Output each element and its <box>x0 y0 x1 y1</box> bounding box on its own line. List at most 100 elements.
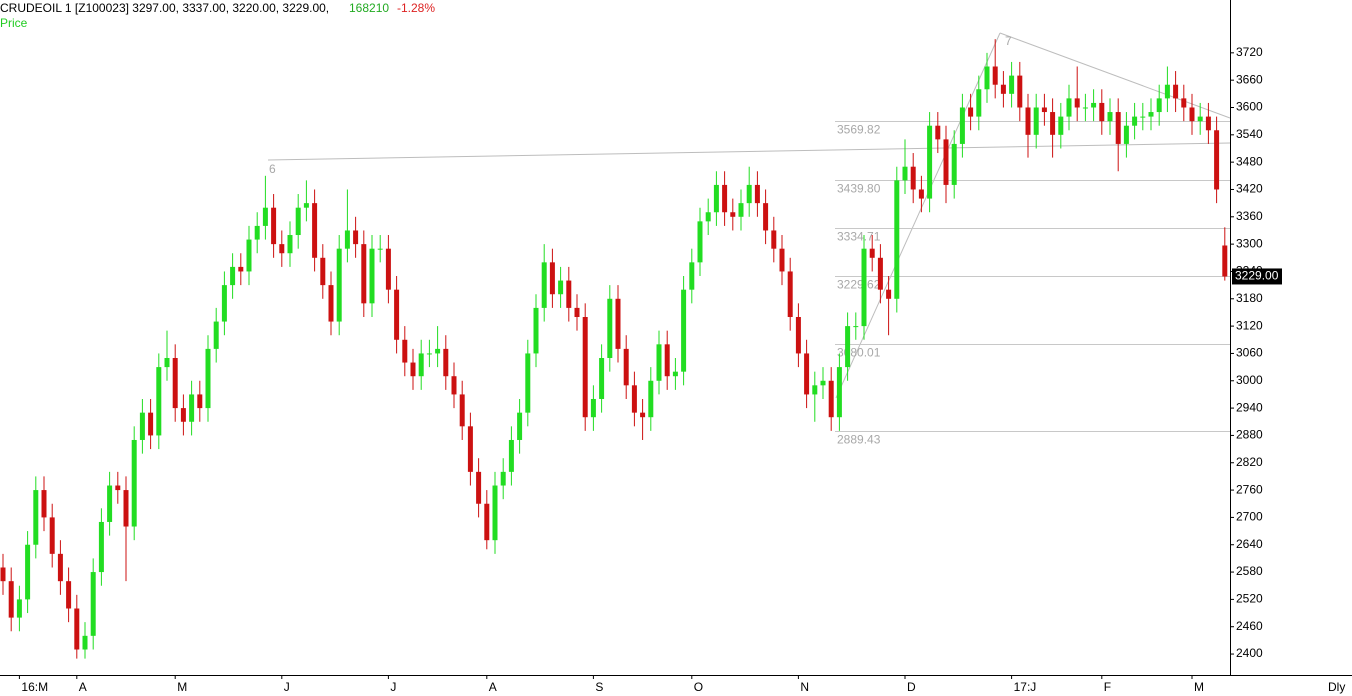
candle <box>230 253 236 299</box>
candle <box>984 52 990 103</box>
candle <box>853 312 859 340</box>
candle <box>615 285 621 363</box>
candle <box>730 198 736 231</box>
candle <box>1033 93 1039 149</box>
candle <box>1181 84 1187 122</box>
candle-body <box>197 394 203 409</box>
y-tick-label: 2880 <box>1236 428 1263 442</box>
candle-body <box>205 348 211 409</box>
candle <box>16 585 22 632</box>
candle <box>1148 98 1154 131</box>
annotation: 6 <box>269 162 276 176</box>
candle-body <box>558 280 564 295</box>
candle <box>869 235 875 272</box>
candle <box>828 367 834 431</box>
candle <box>951 130 957 199</box>
candle <box>558 266 564 308</box>
candle <box>787 257 793 331</box>
candle <box>713 171 719 226</box>
candle <box>115 471 121 504</box>
candle-body <box>1033 107 1039 135</box>
candle-body <box>861 248 867 327</box>
fib-level-label: 3080.01 <box>837 346 881 360</box>
candle-body <box>1050 112 1056 135</box>
candle-body <box>353 230 359 245</box>
candle-body <box>1000 84 1006 94</box>
candle <box>836 353 842 431</box>
candle-body <box>320 257 326 286</box>
candle-body <box>484 503 490 541</box>
candle-body <box>869 248 875 258</box>
x-tick-label: N <box>800 680 809 694</box>
subtitle: Price <box>0 16 28 30</box>
x-tick-label: J <box>284 680 290 694</box>
candle-body <box>25 544 31 600</box>
candle <box>148 398 154 450</box>
candle <box>763 189 769 245</box>
candle-body <box>959 107 965 144</box>
candle <box>599 344 605 413</box>
candle <box>500 458 506 500</box>
fib-level-label: 3229.62 <box>837 278 881 292</box>
candle <box>353 216 359 258</box>
candle <box>312 189 318 272</box>
candle-body <box>886 289 892 299</box>
candle <box>541 244 547 322</box>
candle <box>722 171 728 226</box>
candle-body <box>1115 112 1121 144</box>
candle <box>410 348 416 390</box>
candle-body <box>74 608 80 650</box>
candle-body <box>804 353 810 395</box>
trendline <box>267 142 1231 161</box>
candle <box>74 594 80 659</box>
candle <box>443 335 449 390</box>
candle <box>877 244 883 304</box>
fib-level-label: 3334.71 <box>837 230 881 244</box>
candle-body <box>1222 245 1228 277</box>
candle-body <box>1197 116 1203 122</box>
candle-body <box>8 581 14 618</box>
candle-body <box>164 357 170 368</box>
candle <box>1164 66 1170 113</box>
candle-body <box>1082 107 1088 109</box>
candle <box>664 330 670 390</box>
candle <box>131 426 137 541</box>
candle-body <box>525 353 531 413</box>
candle <box>484 490 490 550</box>
candle <box>927 112 933 213</box>
candle <box>467 412 473 486</box>
candle <box>361 230 367 318</box>
y-tick-label: 3540 <box>1236 127 1263 141</box>
candle-body <box>131 439 137 527</box>
candle-body <box>271 207 277 245</box>
candle-body <box>672 371 678 377</box>
candle <box>894 166 900 313</box>
candle-body <box>148 412 154 436</box>
fib-level-label: 2889.43 <box>837 433 881 447</box>
candle <box>549 248 555 308</box>
candle <box>279 230 285 267</box>
candle <box>517 398 523 454</box>
candle-body <box>1140 116 1146 118</box>
candle-body <box>738 203 744 217</box>
last-price-box <box>1232 268 1282 285</box>
candle-body <box>713 184 719 213</box>
candle <box>1058 102 1064 149</box>
candle-body <box>16 599 22 618</box>
candle-body <box>123 490 129 527</box>
candle <box>1066 84 1072 131</box>
volume: 168210 <box>349 1 389 15</box>
candle-body <box>607 298 613 358</box>
candle <box>1091 89 1097 122</box>
candle <box>959 93 965 158</box>
candle <box>1017 61 1023 122</box>
x-tick-label: F <box>1104 680 1111 694</box>
candle-body <box>779 248 785 272</box>
candle-body <box>631 385 637 413</box>
candle <box>180 394 186 436</box>
candle <box>66 567 72 623</box>
candle-body <box>312 203 318 258</box>
candle-body <box>787 271 793 318</box>
candle <box>992 39 998 99</box>
